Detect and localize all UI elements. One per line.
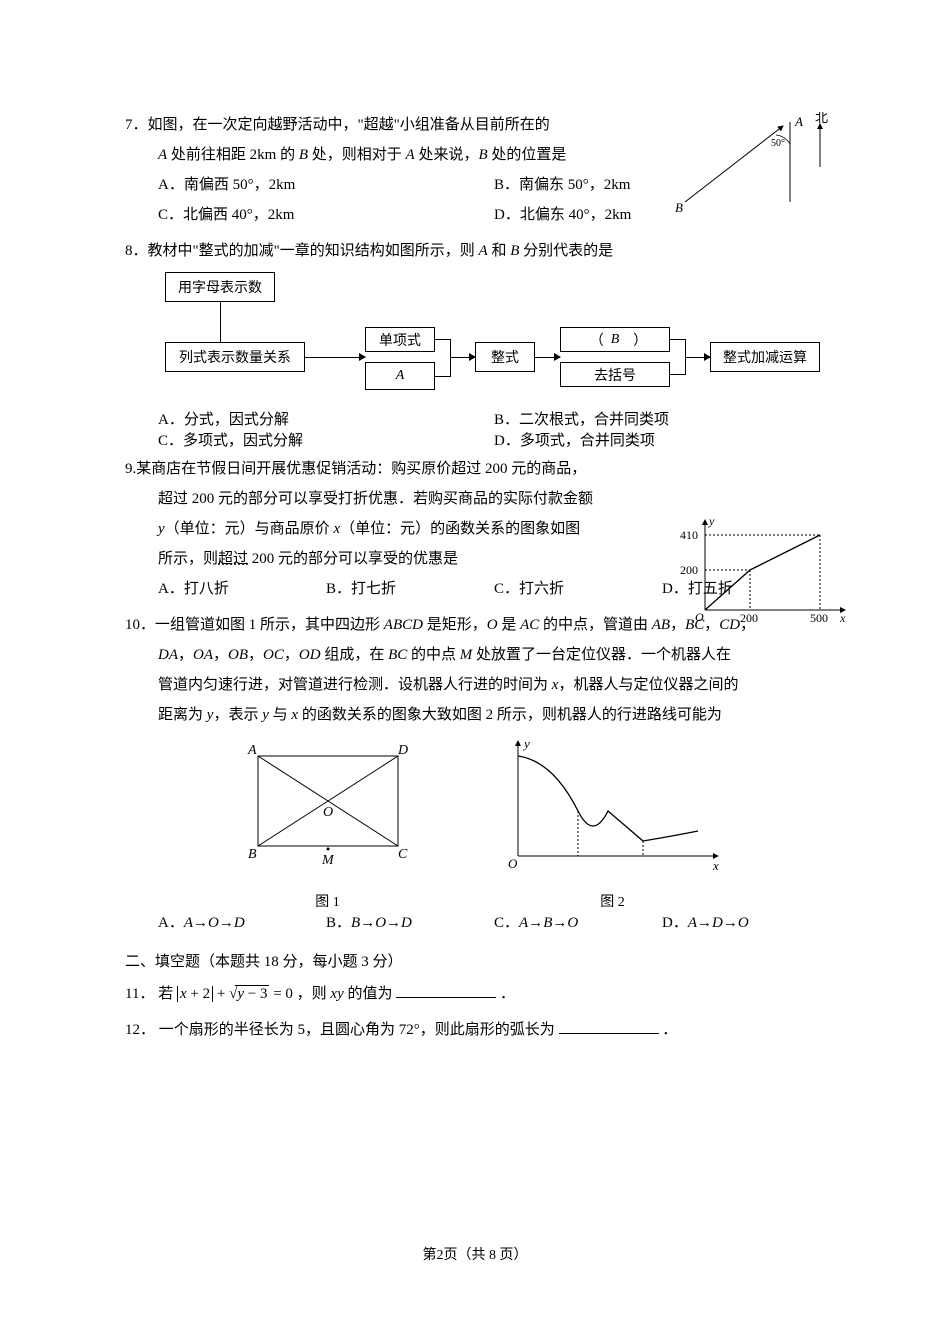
svg-text:A: A — [247, 743, 257, 758]
flow-box-3b: A — [365, 362, 435, 390]
svg-text:y: y — [708, 515, 715, 528]
svg-text:M: M — [321, 853, 335, 868]
q11-plus: + — [217, 986, 229, 1002]
q8-optD: D．多项式，合并同类项 — [494, 429, 830, 450]
svg-text:410: 410 — [680, 528, 698, 542]
q10-cap2: 图 2 — [498, 891, 728, 911]
q10-fig2: O x y 图 2 — [498, 736, 728, 911]
q11-period: ． — [500, 986, 515, 1002]
svg-text:200: 200 — [740, 611, 758, 625]
flow-box-1: 用字母表示数 — [165, 272, 275, 302]
q10-figures: A D B C O M 图 1 O x y 图 2 — [125, 736, 830, 911]
q12-period: ． — [662, 1022, 677, 1038]
svg-text:D: D — [397, 743, 408, 758]
q9-optA: A．打八折 — [158, 574, 326, 604]
q11-blank — [396, 982, 496, 998]
q12-text: 一个扇形的半径长为 5，且圆心角为 72°，则此扇形的弧长为 — [159, 1022, 555, 1038]
q10-fig1: A D B C O M 图 1 — [228, 736, 428, 911]
svg-text:O: O — [695, 610, 704, 624]
q7-optA: A．南偏西 50°，2km — [158, 170, 494, 200]
q8-num: 8． — [125, 243, 148, 259]
svg-text:50°: 50° — [771, 138, 785, 149]
q7-num: 7． — [125, 117, 148, 133]
flow-box-5b: 去括号 — [560, 362, 670, 387]
q7-optC: C．北偏西 40°，2km — [158, 200, 494, 230]
q12-num: 12． — [125, 1022, 155, 1038]
svg-text:A: A — [794, 114, 803, 129]
svg-text:x: x — [712, 858, 719, 873]
q8-optA: A．分式，因式分解 — [158, 408, 494, 429]
q7-t1: 如图，在一次定向越野活动中，"超越"小组准备从目前所在的 — [148, 117, 550, 133]
q8-optC: C．多项式，因式分解 — [158, 429, 494, 450]
q10-cap1: 图 1 — [228, 891, 428, 911]
q10-num: 10． — [125, 617, 155, 633]
question-11: 11． 若 x + 2 + y − 3 = 0 ，则 xy 的值为 ． — [125, 979, 830, 1009]
svg-text:B: B — [675, 200, 683, 215]
q11-num: 11． — [125, 986, 154, 1002]
svg-text:200: 200 — [680, 563, 698, 577]
svg-text:O: O — [508, 856, 518, 871]
svg-text:500: 500 — [810, 611, 828, 625]
q7-figure: 50° A B 北 — [675, 112, 835, 222]
q11-pre: 若 — [158, 986, 173, 1002]
flow-box-3a: 单项式 — [365, 327, 435, 352]
svg-text:O: O — [323, 805, 333, 820]
svg-text:B: B — [248, 847, 257, 862]
flow-box-2: 列式表示数量关系 — [165, 342, 305, 372]
q9-figure: 410 200 200 500 O x y — [675, 515, 850, 625]
q8-optB: B．二次根式，合并同类项 — [494, 408, 830, 429]
q10-optB: B．B→O→D — [326, 911, 494, 932]
q10-options: A．A→O→D B．B→O→D C．A→B→O D．A→D→O — [125, 911, 830, 932]
svg-text:y: y — [522, 736, 530, 751]
q12-blank — [559, 1018, 659, 1034]
flow-box-5a: （ B ） — [560, 327, 670, 352]
q10-optC: C．A→B→O — [494, 911, 662, 932]
q8-flowchart: 用字母表示数 列式表示数量关系 单项式 A 整式 （ B ） 去括号 整式加减运… — [145, 272, 835, 402]
q8-options: A．分式，因式分解 B．二次根式，合并同类项 C．多项式，因式分解 D．多项式，… — [125, 408, 830, 450]
q9-t4: 所示，则超过 200 元的部分可以享受的优惠是 — [158, 544, 648, 574]
q9-optB: B．打七折 — [326, 574, 494, 604]
svg-text:x: x — [839, 611, 846, 625]
page-footer: 第2页（共 8 页） — [0, 1244, 950, 1264]
svg-text:C: C — [398, 847, 408, 862]
q9-t1: 某商店在节假日间开展优惠促销活动：购买原价超过 200 元的商品， — [136, 461, 586, 477]
question-12: 12． 一个扇形的半径长为 5，且圆心角为 72°，则此扇形的弧长为 ． — [125, 1015, 830, 1045]
svg-text:北: 北 — [815, 112, 828, 125]
q9-t2: 超过 200 元的部分可以享受打折优惠．若购买商品的实际付款金额 — [158, 484, 648, 514]
q10-optD: D．A→D→O — [662, 911, 830, 932]
question-10: 10．一组管道如图 1 所示，其中四边形 ABCD 是矩形，O 是 AC 的中点… — [125, 610, 830, 730]
q10-optA: A．A→O→D — [158, 911, 326, 932]
q9-num: 9. — [125, 461, 136, 477]
flow-box-4: 整式 — [475, 342, 535, 372]
section-2-header: 二、填空题（本题共 18 分，每小题 3 分） — [125, 950, 830, 971]
question-8: 8．教材中"整式的加减"一章的知识结构如图所示，则 A 和 B 分别代表的是 — [125, 236, 830, 266]
q9-optC: C．打六折 — [494, 574, 662, 604]
flow-box-6: 整式加减运算 — [710, 342, 820, 372]
